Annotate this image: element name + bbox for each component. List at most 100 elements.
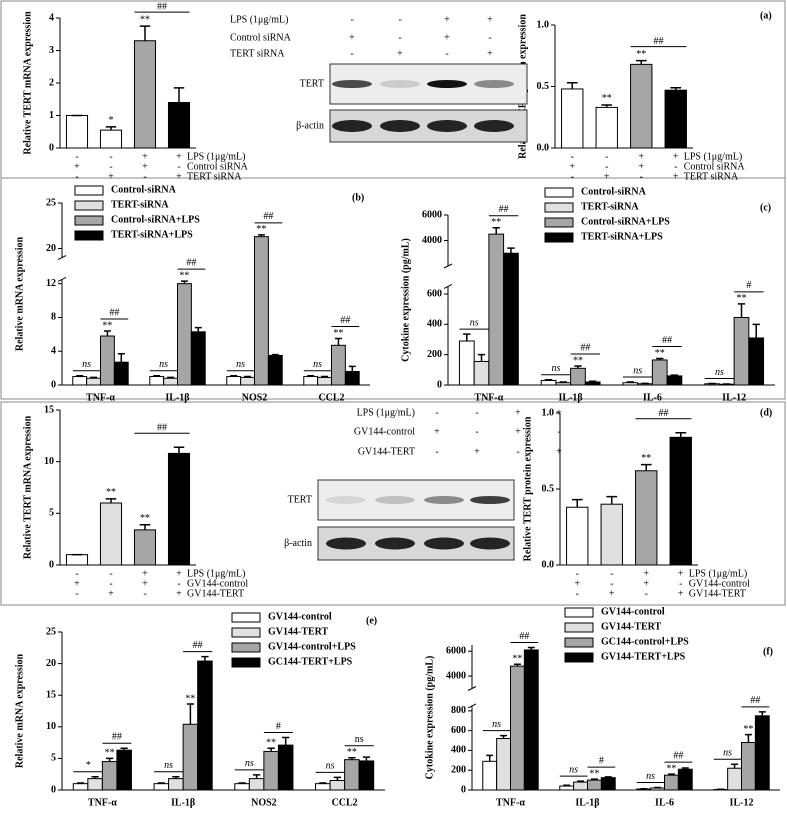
significance-hash: ##	[750, 695, 760, 706]
legend-swatch	[564, 607, 594, 618]
significance-hash: ##	[112, 732, 122, 743]
significance-ns: ns	[633, 365, 642, 376]
error-bar	[271, 353, 279, 356]
bar	[600, 503, 623, 566]
y-tick-label: 25	[46, 197, 56, 208]
significance-ns: ns	[569, 764, 578, 775]
condition-sign: +	[142, 568, 148, 579]
condition-sign: -	[109, 568, 112, 579]
significance-ns: ns	[313, 359, 322, 370]
bar	[116, 749, 132, 791]
error-bar	[463, 333, 471, 342]
error-bar	[186, 703, 195, 725]
condition-sign: +	[142, 578, 148, 589]
condition-label: LPS (1μg/mL)	[187, 151, 245, 162]
axis-break	[57, 255, 67, 261]
blot-condition-sign: +	[487, 48, 493, 59]
error-bar	[559, 381, 567, 383]
condition-sign: +	[569, 161, 575, 172]
legend-label: GC144-control+LPS	[601, 636, 689, 647]
legend-swatch	[231, 657, 261, 668]
blot-band-label: β-actin	[296, 120, 324, 131]
condition-sign: -	[75, 171, 78, 182]
legend-swatch	[544, 202, 574, 213]
error-bar	[566, 82, 578, 89]
significance-hash: ns	[355, 734, 364, 745]
condition-sign: -	[571, 151, 574, 162]
condition-sign: -	[571, 171, 574, 182]
x-tick-label: TNF-α	[88, 797, 117, 808]
error-bar	[157, 782, 165, 784]
condition-sign: +	[574, 578, 580, 589]
y-tick-label: 0.0	[537, 142, 550, 153]
condition-sign: +	[74, 578, 80, 589]
blot-condition-label: Control siRNA	[230, 32, 292, 43]
axis-break	[467, 703, 477, 709]
error-bar	[601, 104, 613, 108]
condition-sign: -	[605, 161, 608, 172]
significance-hash: ##	[193, 640, 203, 651]
error-bar	[626, 381, 634, 383]
error-bar	[604, 776, 612, 778]
error-bar	[656, 357, 664, 360]
blot-band	[326, 496, 366, 504]
y-axis-label: Relative mRNA expression	[14, 236, 25, 351]
condition-sign: +	[74, 161, 80, 172]
y-tick-label: 0	[437, 379, 442, 390]
y-tick-label: 200	[451, 765, 466, 776]
condition-sign: -	[610, 578, 613, 589]
condition-label: LPS (1μg/mL)	[684, 151, 742, 162]
significance-star: **	[573, 355, 583, 366]
error-bar	[737, 303, 746, 318]
y-tick-label: 400	[427, 319, 442, 330]
error-bar	[348, 365, 356, 372]
bar	[315, 783, 331, 791]
blot-condition-sign: -	[435, 407, 438, 418]
significance-star: **	[743, 724, 753, 735]
blot-band	[474, 80, 514, 88]
significance-ns: ns	[159, 359, 168, 370]
bar	[570, 367, 586, 386]
blot-band	[332, 80, 372, 88]
condition-label: GV144-control	[187, 578, 248, 589]
bar	[197, 660, 213, 791]
bar	[317, 376, 333, 386]
significance-star: **	[666, 763, 676, 774]
x-tick-label: IL-1β	[165, 392, 189, 403]
y-tick-label: 4000	[446, 670, 466, 681]
error-bar	[139, 25, 151, 41]
condition-sign: +	[108, 588, 114, 599]
condition-sign: +	[176, 568, 182, 579]
blot-condition-sign: -	[475, 426, 478, 437]
condition-label: GV144-control	[689, 578, 750, 589]
y-tick-label: 4	[51, 346, 56, 357]
frame-top	[0, 0, 786, 400]
x-tick-label: IL-1β	[575, 797, 599, 808]
significance-star: **	[266, 738, 276, 749]
bar	[190, 331, 206, 386]
error-bar	[180, 280, 188, 284]
y-tick-label: 10	[46, 721, 56, 732]
x-tick-label: TNF-α	[496, 797, 525, 808]
blot-band	[474, 120, 514, 132]
blot-band-label: TERT	[288, 494, 312, 505]
y-tick-label: 0.5	[537, 81, 550, 92]
y-tick-label: 5	[51, 753, 56, 764]
blot-condition-sign: -	[445, 48, 448, 59]
blot-band	[427, 80, 467, 88]
significance-hash: ##	[340, 315, 350, 326]
y-tick-label: 6000	[422, 209, 442, 220]
bar	[733, 316, 750, 386]
x-tick-label: IL-1β	[559, 392, 583, 403]
bar	[503, 252, 519, 386]
blot-condition-label: GV144-TERT	[358, 446, 415, 457]
significance-ns: ns	[646, 771, 655, 782]
legend-swatch	[74, 230, 104, 241]
error-bar	[334, 337, 342, 346]
significance-hash: ##	[157, 422, 167, 433]
bar	[584, 381, 601, 386]
panel-label: (c)	[760, 202, 771, 213]
bar	[344, 759, 360, 791]
blot-band	[380, 80, 420, 88]
